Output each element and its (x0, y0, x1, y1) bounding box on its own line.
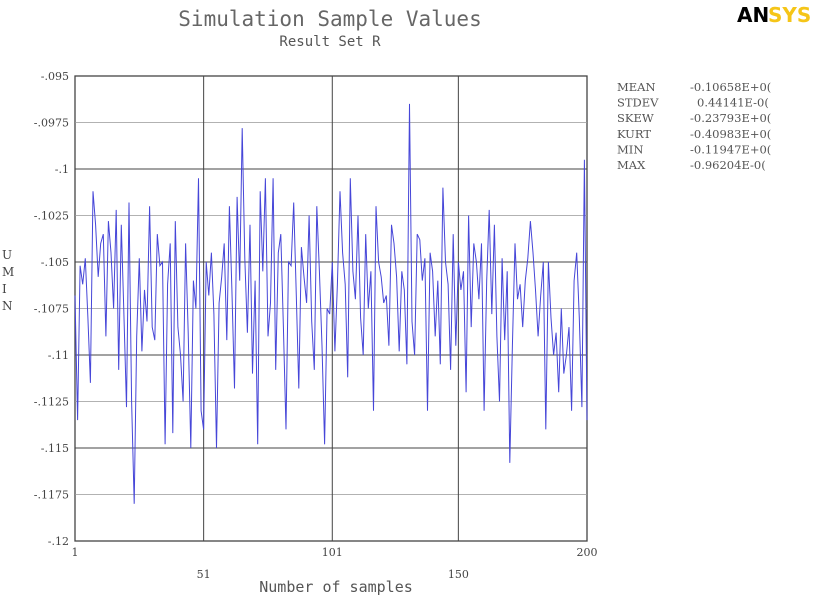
x-tick-label: 1 (72, 546, 79, 559)
series-group (74, 103, 588, 504)
y-axis-label-char: I (2, 282, 7, 296)
y-tick-label: -.1 (55, 163, 69, 176)
y-tick-label: -.105 (41, 256, 69, 269)
ansys-logo: AN SYS (737, 3, 811, 27)
y-tick-label: -.1125 (34, 396, 69, 409)
series-line (74, 103, 588, 504)
stat-label: MIN (617, 142, 643, 156)
y-tick-label: -.1025 (34, 210, 69, 223)
y-tick-label: -.115 (41, 442, 69, 455)
y-tick-label: -.1175 (34, 489, 69, 502)
stat-value: -0.23793E+0( (690, 111, 771, 125)
chart-subtitle: Result Set R (279, 34, 381, 50)
stat-label: MEAN (617, 80, 656, 94)
x-tick-label: 200 (577, 546, 598, 559)
stat-label: SKEW (617, 111, 654, 125)
y-tick-label: -.1075 (34, 303, 69, 316)
y-axis-label-char: M (2, 265, 14, 279)
stats-panel: MEAN -0.10658E+0( STDEV 0.44141E-0( SKEW -0.2… (617, 80, 771, 172)
x-tick-label: 150 (448, 568, 469, 581)
stat-value: -0.11947E+0( (690, 142, 771, 156)
logo-text-sys: SYS (768, 3, 811, 27)
stat-value: -0.10658E+0( (690, 80, 771, 94)
x-tick-label: 51 (197, 568, 211, 581)
y-tick-label: -.095 (41, 70, 69, 83)
y-tick-label: -.12 (48, 535, 69, 548)
stat-value: 0.44141E-0( (697, 96, 769, 110)
y-axis-label-char: U (2, 248, 12, 262)
x-axis-label: Number of samples (259, 578, 413, 596)
y-axis-label-char: N (2, 299, 13, 313)
x-tick-label: 101 (322, 546, 343, 559)
stat-label: MAX (617, 158, 646, 172)
y-tick-label: -.11 (48, 349, 69, 362)
logo-text-an: AN (737, 3, 769, 27)
stat-label: KURT (617, 127, 651, 141)
stat-label: STDEV (617, 96, 659, 110)
chart-title: Simulation Sample Values (178, 7, 481, 31)
stat-value: -0.96204E-0( (690, 158, 766, 172)
stat-value: -0.40983E+0( (690, 127, 771, 141)
axis-ticks: -.095 -.0975 -.1 -.1025 -.105 -.1075 -.11 -.112… (34, 70, 598, 581)
y-tick-label: -.0975 (34, 117, 69, 130)
